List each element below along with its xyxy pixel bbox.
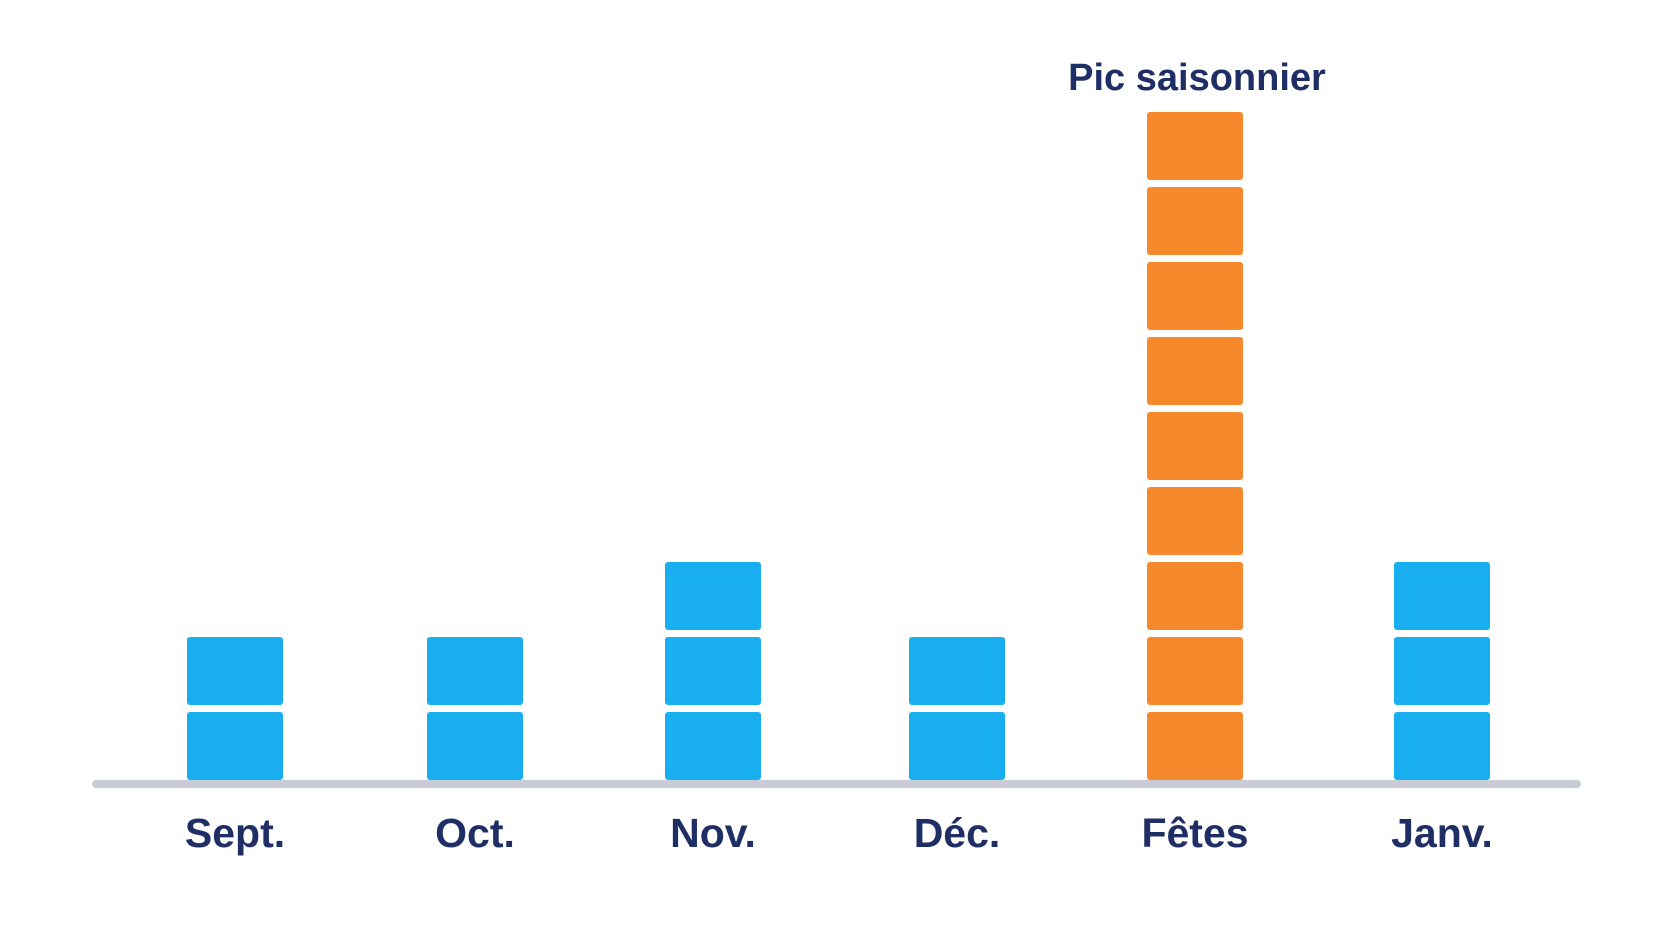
bar-sept	[187, 637, 283, 780]
bar-block	[1147, 562, 1243, 630]
x-tick-label-sept: Sept.	[185, 810, 285, 856]
x-tick-label-nov: Nov.	[670, 810, 756, 856]
bar-block	[909, 712, 1005, 780]
x-tick-label-janv: Janv.	[1391, 810, 1493, 856]
bar-block	[1394, 712, 1490, 780]
bar-block	[427, 712, 523, 780]
x-tick-label-oct: Oct.	[435, 810, 515, 856]
bar-block	[1147, 262, 1243, 330]
x-tick-label-fetes: Fêtes	[1141, 810, 1248, 856]
bar-dec	[909, 637, 1005, 780]
annotations-layer: Pic saisonnier	[1068, 57, 1326, 99]
bar-block	[1147, 637, 1243, 705]
bar-block	[187, 637, 283, 705]
bar-block	[1147, 712, 1243, 780]
bar-block	[1147, 187, 1243, 255]
bar-oct	[427, 637, 523, 780]
bar-block	[909, 637, 1005, 705]
bar-block	[1147, 412, 1243, 480]
bar-block	[427, 637, 523, 705]
bar-block	[1147, 487, 1243, 555]
x-tick-labels: Sept. Oct. Nov. Déc. Fêtes Janv.	[185, 810, 1493, 856]
bar-block	[1147, 337, 1243, 405]
bar-block	[1394, 637, 1490, 705]
peak-annotation: Pic saisonnier	[1068, 57, 1326, 99]
bar-block	[665, 712, 761, 780]
bar-block	[1147, 112, 1243, 180]
x-tick-label-dec: Déc.	[914, 810, 1001, 856]
bar-block	[187, 712, 283, 780]
bar-block	[665, 562, 761, 630]
bar-janv	[1394, 562, 1490, 780]
bar-block	[665, 637, 761, 705]
bar-block	[1394, 562, 1490, 630]
bars-layer	[187, 112, 1490, 780]
bar-nov	[665, 562, 761, 780]
bar-fetes	[1147, 112, 1243, 780]
